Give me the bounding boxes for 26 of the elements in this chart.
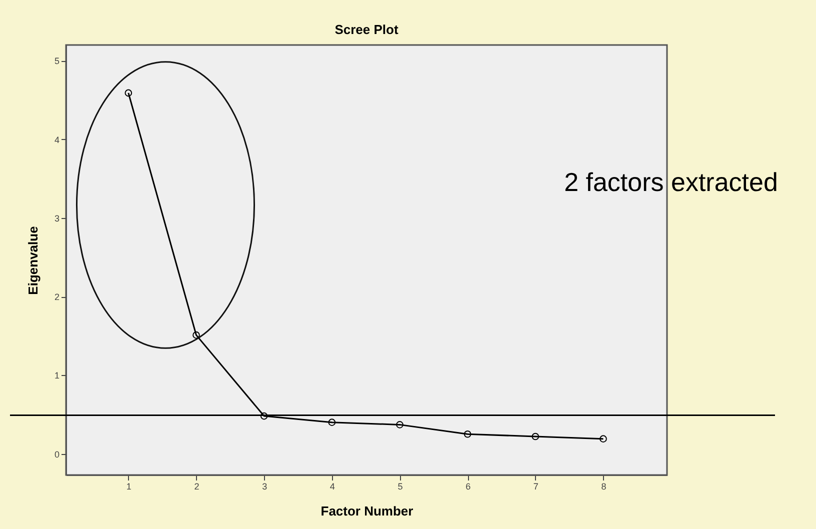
point [192, 331, 200, 339]
x-tick-label: 6 [466, 482, 471, 492]
x-tick-label: 3 [262, 482, 268, 492]
x-tick-label: 1 [126, 482, 132, 492]
x-tick-label: 7 [533, 482, 538, 492]
x-tick-label: 5 [398, 482, 403, 492]
y-axis-title: Eigenvalue [25, 226, 40, 295]
point [260, 412, 268, 420]
y-tick-label: 0 [54, 449, 60, 460]
point [124, 89, 132, 97]
y-tick-label: 5 [54, 56, 60, 66]
x-tick-label: 8 [601, 482, 606, 492]
point [464, 430, 472, 438]
y-tick-label: 1 [54, 370, 60, 381]
y-tick-label: 4 [54, 134, 60, 145]
x-tick-label: 2 [194, 482, 200, 492]
x-axis-title: Factor Number [320, 504, 414, 518]
x-tick-label: 4 [330, 482, 335, 492]
point [396, 421, 404, 428]
y-tick-label: 3 [54, 213, 60, 224]
point [328, 418, 336, 426]
point [600, 435, 607, 442]
chart-title: Scree Plot [334, 22, 399, 37]
y-tick-label: 2 [54, 292, 60, 302]
annotation: 2 factors extracted [564, 167, 778, 197]
point [532, 432, 540, 440]
